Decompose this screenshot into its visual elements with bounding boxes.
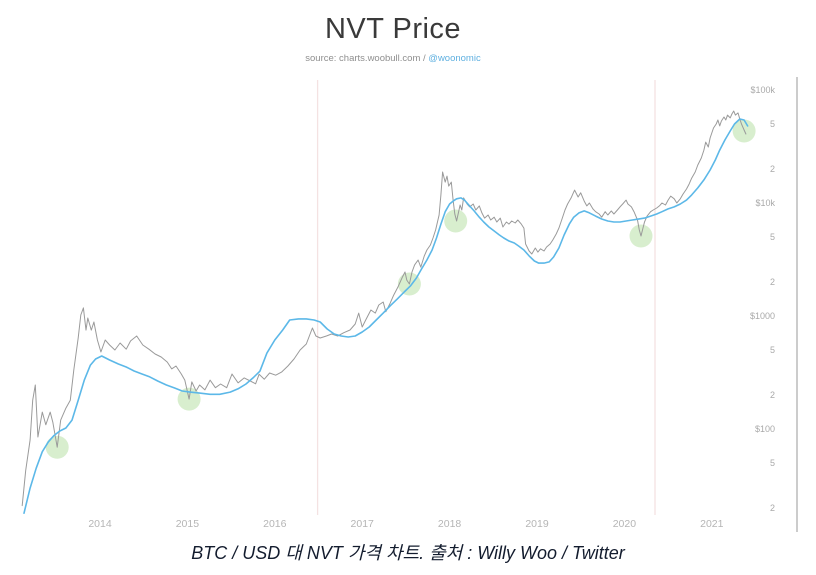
image-caption: BTC / USD 대 NVT 가격 차트. 출처 : Willy Woo / … [191, 543, 625, 563]
x-tick-label: 2019 [525, 518, 549, 530]
y-tick-label: 5 [770, 345, 775, 355]
y-tick-label: $100 [755, 424, 775, 434]
x-tick-label: 2018 [438, 518, 462, 530]
x-tick-label: 2014 [88, 518, 112, 530]
chart-title: NVT Price [324, 13, 462, 45]
y-tick-label: $100k [750, 85, 775, 95]
x-tick-label: 2016 [263, 518, 287, 530]
series-line-btc-usd [21, 110, 747, 507]
buy-signal-marker [444, 209, 468, 233]
chart-source-line: source: charts.woobull.com / @woonomic [0, 53, 786, 64]
y-tick-label: $10k [755, 198, 775, 208]
twitter-handle-link[interactable]: @woonomic [428, 53, 481, 64]
y-tick-label: 2 [770, 164, 775, 174]
y-tick-label: 5 [770, 232, 775, 242]
y-tick-label: 2 [770, 503, 775, 513]
y-tick-label: 5 [770, 119, 775, 129]
x-tick-label: 2021 [700, 518, 724, 530]
x-tick-label: 2015 [176, 518, 200, 530]
y-tick-label: 2 [770, 390, 775, 400]
series-line-nvt-price [23, 118, 749, 515]
y-tick-label: 5 [770, 458, 775, 468]
y-tick-label: $1000 [750, 311, 775, 321]
chart-source-text: source: charts.woobull.com / [305, 53, 429, 64]
x-tick-label: 2020 [613, 518, 637, 530]
y-tick-label: 2 [770, 277, 775, 287]
x-tick-label: 2017 [351, 518, 375, 530]
